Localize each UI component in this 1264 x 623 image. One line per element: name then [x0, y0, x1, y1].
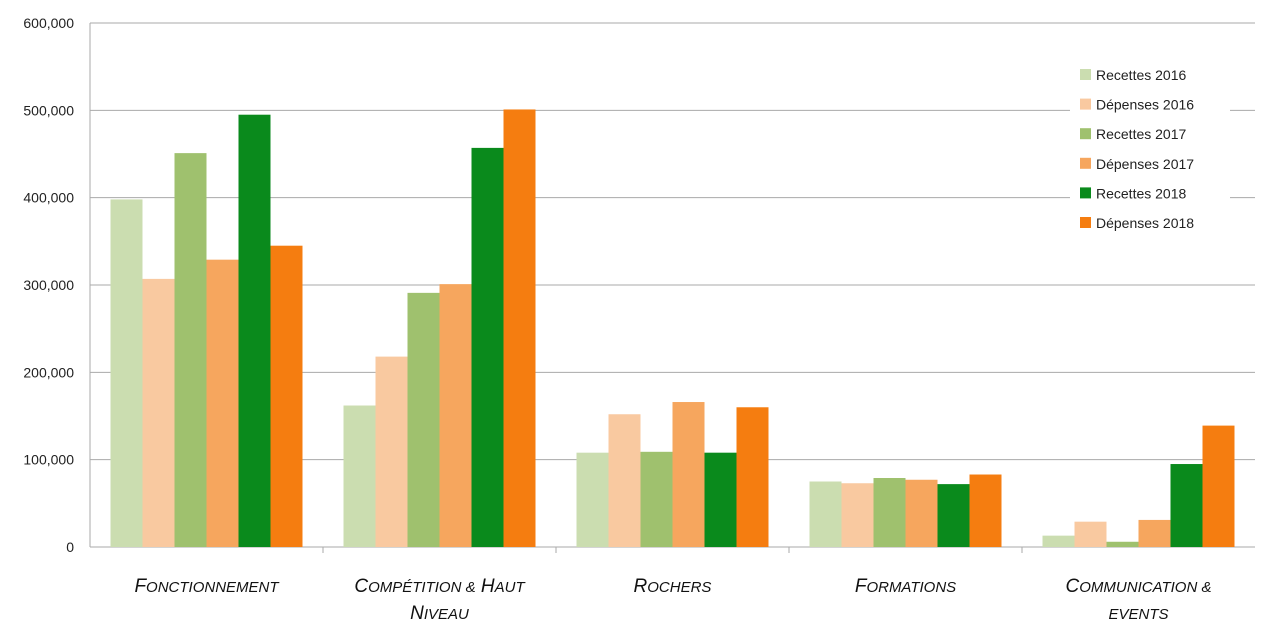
category-label: COMPÉTITION & HAUT — [354, 576, 526, 597]
legend-label: Recettes 2018 — [1096, 185, 1186, 201]
bar-recettes-2018-4 — [1170, 464, 1203, 547]
bar-recettes-2018-2 — [704, 452, 737, 547]
x-axis: FONCTIONNEMENT COMPÉTITION & HAUT NIVEAU RO… — [134, 547, 1211, 623]
bar-d-penses-2016-4 — [1074, 521, 1107, 547]
y-axis: 0 100,000 200,000 300,000 400,000 500,000 600,… — [23, 15, 91, 555]
bar-d-penses-2017-2 — [672, 402, 705, 547]
bar-recettes-2017-4 — [1106, 541, 1139, 547]
bar-d-penses-2017-4 — [1138, 519, 1171, 547]
bar-d-penses-2018-0 — [270, 245, 303, 547]
y-tick-label: 300,000 — [23, 277, 74, 293]
category-label: COMMUNICATION & — [1066, 576, 1212, 597]
bar-d-penses-2016-0 — [142, 278, 175, 547]
legend-background — [1070, 58, 1230, 240]
bar-recettes-2017-2 — [640, 451, 673, 547]
legend-swatch — [1080, 217, 1091, 228]
bar-recettes-2016-4 — [1042, 535, 1075, 547]
bar-recettes-2016-3 — [809, 481, 842, 547]
bar-recettes-2016-0 — [110, 199, 143, 547]
bar-d-penses-2018-2 — [736, 407, 769, 547]
bar-recettes-2018-3 — [937, 484, 970, 547]
category-label: NIVEAU — [410, 603, 469, 623]
bar-recettes-2017-3 — [873, 478, 906, 547]
bar-recettes-2017-1 — [407, 292, 440, 547]
legend-label: Dépenses 2017 — [1096, 156, 1194, 172]
y-tick-label: 100,000 — [23, 452, 74, 468]
bar-d-penses-2016-1 — [375, 356, 408, 547]
legend-swatch — [1080, 157, 1091, 169]
legend-label: Dépenses 2016 — [1096, 97, 1194, 113]
bar-d-penses-2018-4 — [1202, 425, 1235, 547]
y-tick-label: 500,000 — [23, 102, 74, 118]
legend-swatch — [1080, 98, 1091, 110]
legend-swatch — [1080, 69, 1091, 80]
bar-d-penses-2017-0 — [206, 259, 239, 547]
bar-recettes-2017-0 — [174, 153, 207, 548]
legend: Recettes 2016 Dépenses 2016 Recettes 2017 D… — [1070, 58, 1230, 240]
category-label: ROCHERS — [634, 576, 712, 597]
legend-swatch — [1080, 187, 1091, 199]
legend-swatch — [1080, 128, 1091, 140]
bar-d-penses-2018-3 — [969, 474, 1002, 547]
bar-d-penses-2016-3 — [841, 483, 874, 547]
y-tick-label: 0 — [66, 539, 74, 555]
bar-d-penses-2016-2 — [608, 414, 641, 547]
y-tick-label: 200,000 — [23, 364, 74, 380]
legend-label: Recettes 2017 — [1096, 126, 1186, 142]
y-tick-label: 600,000 — [23, 15, 74, 31]
bar-recettes-2018-0 — [238, 114, 271, 547]
bar-d-penses-2017-3 — [905, 479, 938, 547]
bars — [110, 109, 1235, 548]
category-label: EVENTS — [1108, 606, 1168, 623]
legend-label: Recettes 2016 — [1096, 67, 1186, 83]
bar-recettes-2016-2 — [576, 452, 609, 547]
y-tick-label: 400,000 — [23, 190, 74, 206]
bar-d-penses-2017-1 — [439, 284, 472, 547]
category-label: FORMATIONS — [855, 576, 956, 597]
bar-recettes-2018-1 — [471, 147, 504, 548]
category-label: FONCTIONNEMENT — [134, 576, 280, 597]
bar-d-penses-2018-1 — [503, 109, 536, 548]
bar-recettes-2016-1 — [343, 405, 376, 547]
legend-label: Dépenses 2018 — [1096, 215, 1194, 231]
